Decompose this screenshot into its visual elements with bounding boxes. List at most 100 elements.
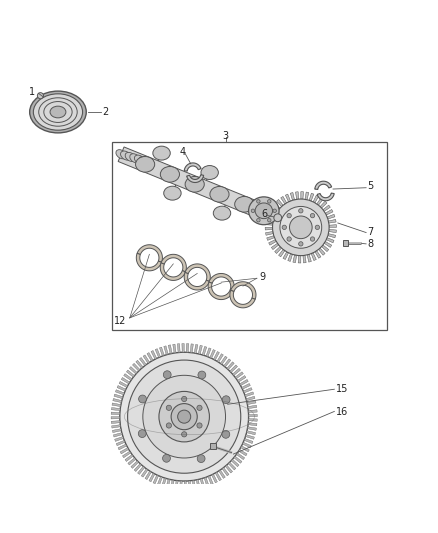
Polygon shape: [234, 456, 242, 463]
Text: 8: 8: [367, 239, 373, 249]
Ellipse shape: [50, 106, 66, 118]
Ellipse shape: [120, 151, 131, 160]
Circle shape: [299, 208, 303, 213]
Polygon shape: [112, 425, 120, 428]
Polygon shape: [145, 471, 152, 480]
Polygon shape: [215, 472, 221, 481]
Circle shape: [287, 237, 291, 241]
Polygon shape: [315, 251, 321, 258]
Circle shape: [197, 455, 205, 463]
Polygon shape: [210, 350, 215, 358]
Polygon shape: [225, 465, 233, 473]
Circle shape: [257, 200, 260, 203]
Polygon shape: [326, 238, 334, 243]
Polygon shape: [245, 434, 254, 439]
Polygon shape: [230, 365, 237, 373]
Polygon shape: [305, 192, 309, 200]
Polygon shape: [147, 352, 153, 361]
Polygon shape: [184, 272, 209, 290]
Polygon shape: [127, 370, 134, 377]
Polygon shape: [290, 192, 294, 200]
Polygon shape: [248, 414, 257, 417]
Circle shape: [311, 237, 314, 241]
Polygon shape: [198, 345, 202, 354]
Circle shape: [166, 405, 172, 410]
Ellipse shape: [134, 155, 145, 164]
Polygon shape: [184, 163, 201, 171]
Ellipse shape: [249, 197, 279, 225]
Polygon shape: [210, 443, 216, 449]
Polygon shape: [329, 225, 336, 228]
Circle shape: [159, 391, 209, 442]
Text: 5: 5: [367, 181, 373, 191]
Polygon shape: [151, 351, 157, 359]
Polygon shape: [248, 405, 257, 409]
Polygon shape: [222, 467, 229, 476]
Polygon shape: [307, 254, 311, 262]
Polygon shape: [265, 228, 272, 230]
Circle shape: [198, 371, 206, 379]
Polygon shape: [194, 344, 198, 353]
Polygon shape: [271, 243, 279, 249]
Polygon shape: [328, 220, 336, 223]
Polygon shape: [124, 374, 132, 381]
Polygon shape: [185, 264, 210, 281]
Polygon shape: [159, 347, 164, 356]
Ellipse shape: [213, 206, 231, 220]
Polygon shape: [141, 469, 148, 477]
Polygon shape: [317, 198, 323, 205]
Polygon shape: [324, 241, 332, 247]
Circle shape: [273, 209, 276, 213]
Polygon shape: [227, 362, 234, 370]
Polygon shape: [113, 433, 122, 437]
Circle shape: [143, 375, 226, 458]
Polygon shape: [115, 390, 124, 395]
Polygon shape: [313, 195, 319, 203]
Polygon shape: [240, 446, 249, 452]
Polygon shape: [228, 462, 236, 470]
Polygon shape: [265, 222, 273, 225]
Polygon shape: [247, 427, 256, 430]
Circle shape: [287, 213, 291, 218]
Polygon shape: [116, 440, 125, 446]
Polygon shape: [318, 248, 325, 255]
Circle shape: [257, 219, 260, 222]
Polygon shape: [273, 203, 280, 209]
Text: 9: 9: [259, 272, 265, 282]
Polygon shape: [134, 464, 141, 472]
Polygon shape: [266, 217, 274, 221]
Ellipse shape: [125, 152, 135, 161]
Text: 7: 7: [367, 227, 373, 237]
Polygon shape: [293, 255, 297, 263]
Polygon shape: [265, 231, 273, 235]
Circle shape: [311, 213, 314, 218]
Polygon shape: [118, 147, 263, 218]
Polygon shape: [220, 356, 227, 365]
Polygon shape: [155, 349, 160, 358]
Polygon shape: [180, 481, 182, 490]
Circle shape: [197, 405, 202, 410]
Polygon shape: [237, 376, 246, 382]
Text: 12: 12: [114, 317, 126, 326]
Polygon shape: [125, 455, 133, 462]
Polygon shape: [301, 192, 304, 199]
Polygon shape: [120, 448, 129, 454]
Circle shape: [282, 225, 286, 230]
Polygon shape: [219, 470, 225, 479]
Polygon shape: [117, 385, 126, 391]
Polygon shape: [230, 290, 255, 308]
Polygon shape: [192, 480, 196, 489]
Ellipse shape: [33, 94, 83, 130]
Polygon shape: [182, 344, 184, 352]
Ellipse shape: [160, 166, 180, 182]
Polygon shape: [113, 429, 121, 433]
Polygon shape: [111, 421, 120, 424]
Polygon shape: [343, 240, 348, 246]
Polygon shape: [244, 439, 253, 443]
Circle shape: [182, 432, 187, 437]
Polygon shape: [288, 254, 293, 261]
Polygon shape: [190, 344, 193, 353]
Ellipse shape: [139, 157, 149, 166]
Polygon shape: [311, 253, 316, 261]
Circle shape: [162, 455, 170, 462]
